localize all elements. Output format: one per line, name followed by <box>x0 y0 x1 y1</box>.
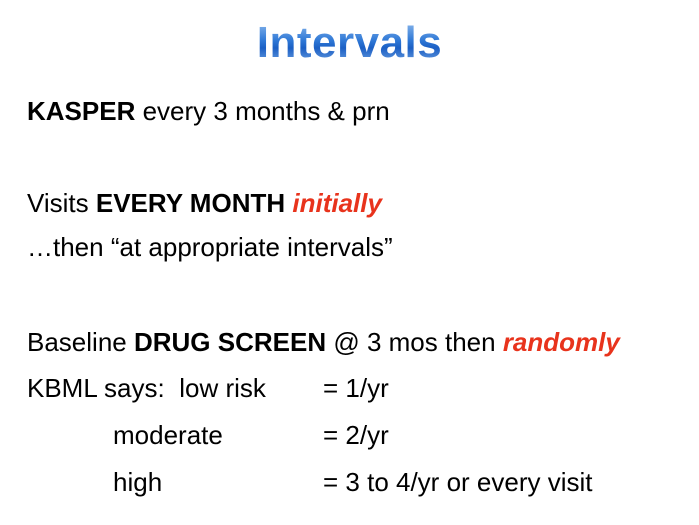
kbml-row-high: high = 3 to 4/yr or every visit <box>27 467 687 499</box>
visits-prefix: Visits <box>27 188 96 218</box>
then-line: …then “at appropriate intervals” <box>27 232 393 262</box>
risk-level: low risk <box>179 373 266 403</box>
visits-bold: EVERY MONTH <box>95 188 286 218</box>
risk-frequency: = 3 to 4/yr or every visit <box>323 467 593 497</box>
slide-title: Intervals <box>0 18 699 68</box>
drug-bold: DRUG SCREEN <box>133 327 327 357</box>
risk-frequency: = 2/yr <box>323 420 389 450</box>
kbml-label: KBML says: <box>27 373 165 403</box>
kasper-text: every 3 months & prn <box>135 96 390 126</box>
kbml-row-low: KBML says: low risk = 1/yr <box>27 373 687 405</box>
visits-line: Visits EVERY MONTH initially <box>27 188 382 219</box>
drug-mid: @ 3 mos then <box>326 327 503 357</box>
risk-level: high <box>113 467 163 497</box>
drug-emphasis: randomly <box>502 327 620 357</box>
drug-prefix: Baseline <box>27 327 134 357</box>
risk-frequency: = 1/yr <box>323 373 389 403</box>
risk-level: moderate <box>113 420 223 450</box>
drug-screen-line: Baseline DRUG SCREEN @ 3 mos then random… <box>27 327 620 358</box>
kasper-line: KASPER every 3 months & prn <box>27 96 390 127</box>
visits-emphasis: initially <box>292 188 382 218</box>
kasper-label: KASPER <box>27 96 136 126</box>
kbml-row-moderate: moderate = 2/yr <box>27 420 687 452</box>
